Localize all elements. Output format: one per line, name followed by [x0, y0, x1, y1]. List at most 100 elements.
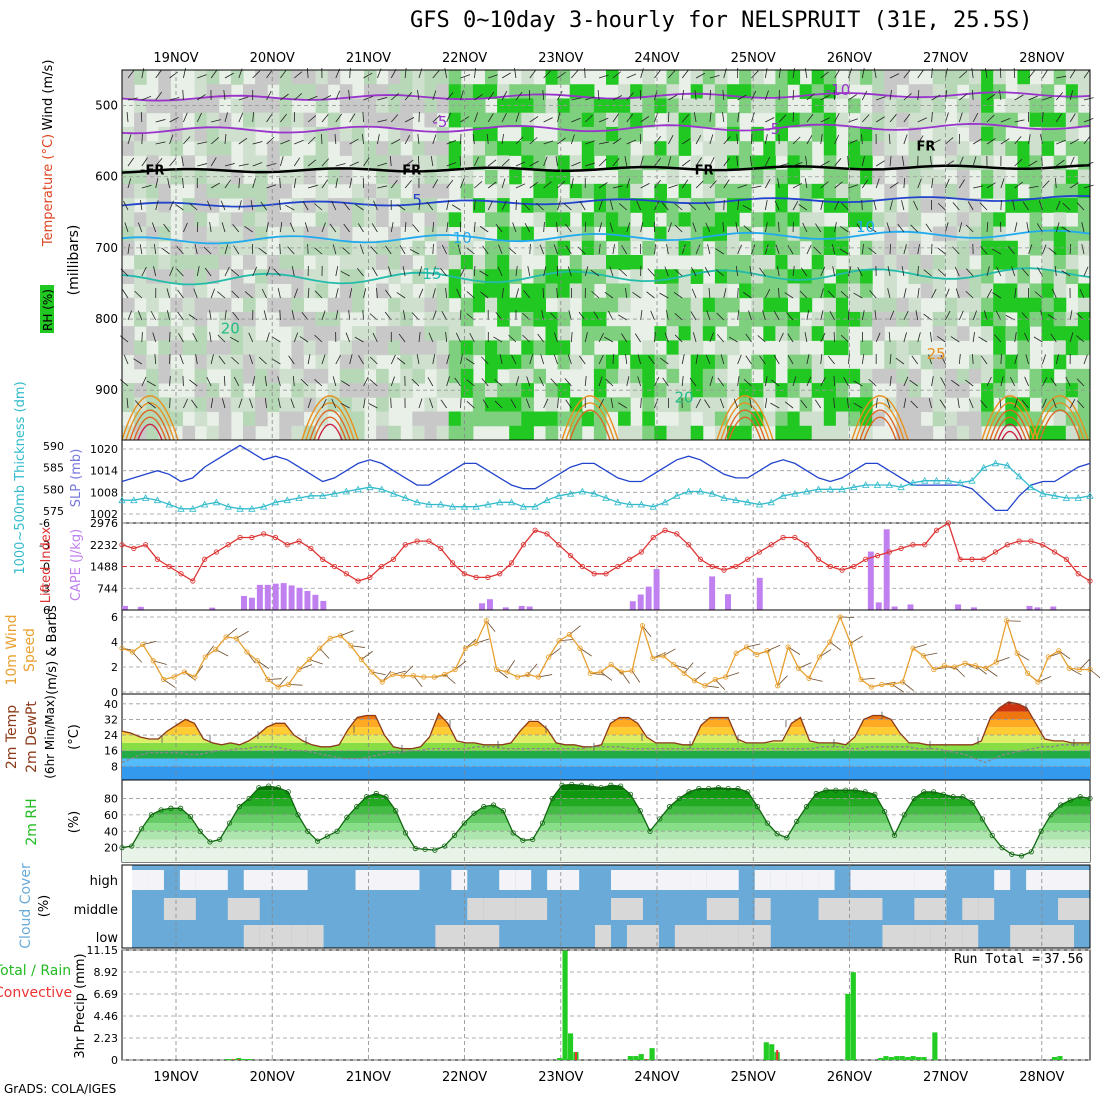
rh-cell: [775, 70, 788, 85]
rh-cell: [1053, 297, 1067, 313]
wind-barb: [345, 332, 351, 343]
rh-cell: [206, 297, 220, 313]
rh-cell: [714, 70, 728, 85]
wind-barb: [723, 136, 731, 145]
rh-cell: [279, 212, 292, 228]
rh2m-series-point: [129, 843, 135, 849]
rh-cell: [315, 283, 329, 299]
rh-cell: [448, 112, 462, 128]
wind-barb: [875, 178, 880, 189]
precip-frame: [121, 949, 1091, 1061]
rh2m-series-point: [882, 808, 888, 815]
wind-barb: [302, 201, 309, 211]
wind-barb: [804, 178, 808, 189]
convective-bar: [645, 1059, 648, 1060]
rh-cell: [593, 255, 607, 270]
wind10m-series-point: [129, 649, 136, 655]
rh-cell: [533, 368, 546, 384]
wind10m-series-point: [421, 674, 427, 680]
rh-cell: [751, 84, 764, 99]
rh-cell: [1065, 383, 1079, 398]
rh-cell: [497, 397, 510, 413]
wind-barb: [494, 379, 503, 387]
wind-barb: [196, 221, 199, 233]
rh-cell: [690, 397, 704, 413]
rh-cell: [158, 326, 171, 341]
cape-bar: [970, 607, 977, 610]
wind-barb: [321, 133, 323, 145]
isotherm-label: 20: [221, 319, 240, 337]
cape-tick-label: 2232: [90, 539, 118, 552]
lifted-series-point: [922, 542, 928, 548]
rh-cell: [436, 98, 450, 114]
cloud-block: [706, 870, 739, 890]
rh-cell: [908, 269, 922, 284]
wind-barb: [501, 178, 506, 189]
wind-barb: [775, 244, 780, 255]
rh-cell: [956, 70, 970, 85]
cloud-block: [403, 870, 420, 890]
wind-barb: [510, 399, 517, 409]
precip-bar: [905, 1057, 911, 1060]
rh-cell: [400, 98, 413, 114]
wind-barb: [909, 379, 918, 387]
rh-cell: [932, 70, 946, 85]
cloud-frame: [121, 864, 1091, 949]
wind-barb: [189, 203, 198, 211]
rh-cell: [969, 212, 982, 228]
wind-barb: [709, 134, 714, 145]
wind10m-series-point: [504, 669, 510, 675]
rh-cell: [472, 326, 486, 341]
rh-cell: [569, 397, 583, 413]
chart-title: GFS 0~10day 3-hourly for NELSPRUIT (31E,…: [410, 8, 1033, 33]
rh-cell: [727, 126, 740, 142]
rh-cell: [1065, 126, 1079, 142]
rh-cell: [400, 112, 413, 128]
precip-bar: [877, 1058, 884, 1060]
wind-barb: [541, 310, 545, 321]
rh-cell: [1005, 255, 1018, 270]
wind-barb: [814, 399, 822, 409]
rh-cell: [134, 212, 147, 228]
rh-cell: [291, 198, 304, 213]
wind-barb: [674, 312, 683, 321]
rh-cell: [1029, 368, 1043, 384]
rh-cell: [569, 425, 583, 441]
thickness-series-point: [944, 476, 953, 484]
rh-cell: [823, 70, 837, 85]
rh-cell: [218, 354, 232, 370]
wind10m-series-point: [785, 644, 791, 650]
rh-cell: [593, 141, 607, 156]
rh-cell: [327, 70, 341, 85]
rh-cell: [593, 183, 607, 199]
wind-barb: [487, 181, 497, 189]
rh-cell: [472, 141, 486, 156]
thickness-series-point: [661, 498, 669, 506]
rh-cell: [122, 383, 135, 398]
rh2m-series-point: [725, 785, 731, 792]
rh-cell: [1077, 155, 1091, 171]
rh-cell: [230, 183, 244, 199]
isotherm-label: 25: [927, 345, 946, 363]
rh-cell: [460, 425, 474, 441]
wind-barb: [193, 288, 198, 299]
rh-cell: [569, 98, 583, 114]
wind-barb: [598, 244, 601, 255]
rh-cell: [376, 326, 389, 341]
wind-barb: [1014, 119, 1025, 123]
wind-barb: [1069, 113, 1076, 123]
rh-cell: [291, 354, 304, 370]
wind-barb: [737, 376, 740, 387]
wind-barb: [659, 292, 669, 299]
wind-barb: [211, 119, 221, 123]
pressure-tick-label: 700: [95, 241, 118, 255]
wind-barb: [522, 202, 531, 211]
rh-cell: [956, 198, 970, 213]
cloud-block: [515, 898, 548, 920]
rh-cell: [848, 283, 861, 299]
wind-barb: [565, 245, 572, 255]
wind-barb: [1028, 69, 1036, 79]
rh-cell: [279, 84, 292, 99]
isotherm: [121, 122, 1091, 135]
rh-cell: [485, 84, 498, 99]
